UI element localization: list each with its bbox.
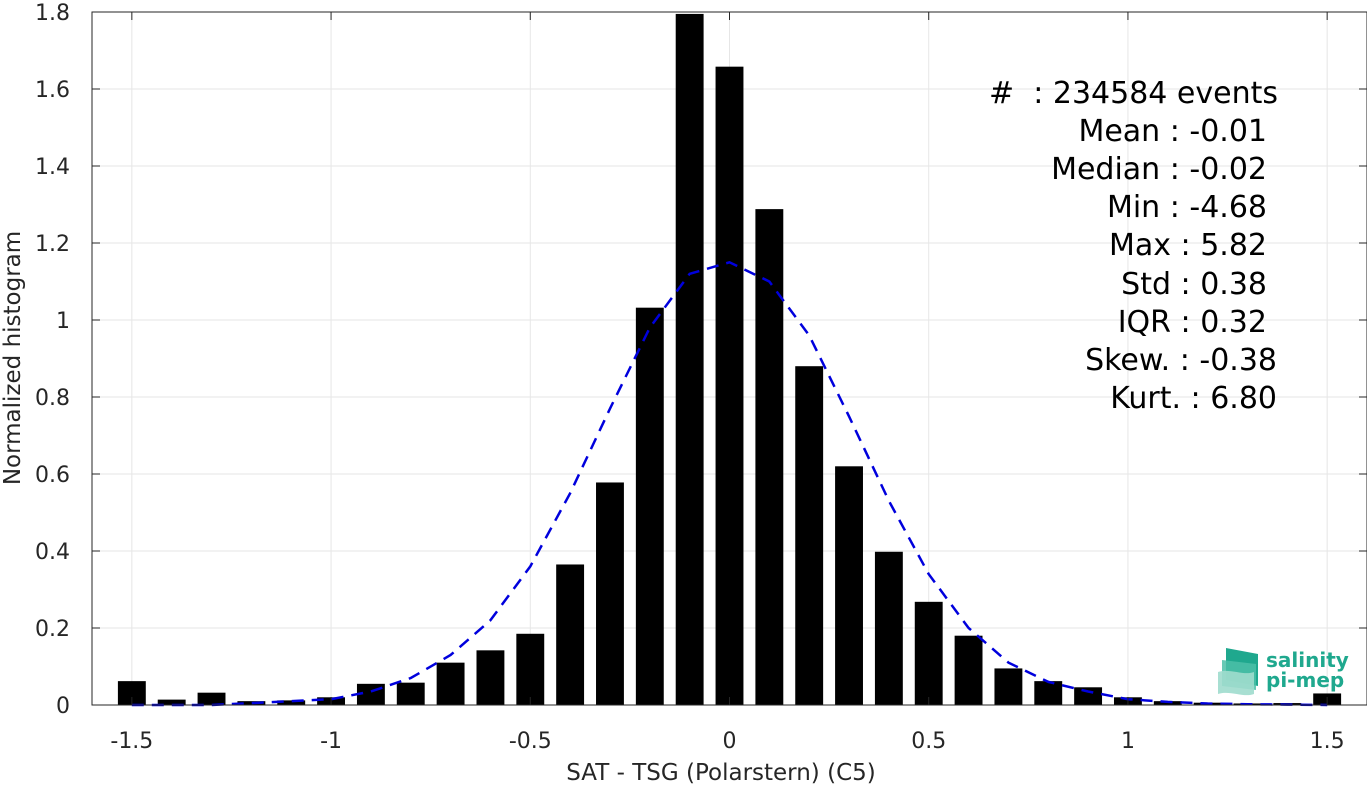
stat-kurt: Kurt. : 6.80 <box>1110 381 1277 416</box>
histogram-bar <box>596 482 624 705</box>
y-tick-label: 0.2 <box>35 617 70 642</box>
x-tick-labels: -1.5 -1 -0.5 0 0.5 1 1.5 <box>110 729 1344 754</box>
y-tick-label: 1.8 <box>35 1 70 26</box>
logo-line2: pi-mep <box>1266 668 1344 692</box>
x-tick-label: 0.5 <box>911 729 946 754</box>
x-tick-label: 1.5 <box>1310 729 1345 754</box>
histogram-bar <box>1034 681 1063 705</box>
stat-mean: Mean : -0.01 <box>1078 114 1267 149</box>
histogram-bar <box>157 699 186 705</box>
stat-events: # : 234584 events <box>989 76 1278 111</box>
histogram-bar <box>994 668 1023 705</box>
y-tick-label: 1 <box>56 309 70 334</box>
stat-std: Std : 0.38 <box>1121 267 1267 302</box>
histogram-bar <box>715 66 744 706</box>
y-tick-label: 1.6 <box>35 78 70 103</box>
x-tick-label: 1 <box>1121 729 1135 754</box>
y-tick-labels: 0 0.2 0.4 0.6 0.8 1 1.2 1.4 1.6 1.8 <box>35 1 70 719</box>
histogram-bar <box>556 564 585 705</box>
histogram-bar <box>197 692 226 705</box>
y-axis-label: Normalized histogram <box>0 231 26 485</box>
stat-skew: Skew. : -0.38 <box>1085 343 1277 378</box>
y-tick-label: 0 <box>56 694 70 719</box>
histogram-bar <box>675 13 704 706</box>
histogram-bar <box>874 551 903 705</box>
histogram-bar <box>277 700 306 705</box>
histogram-bar <box>954 635 983 705</box>
histogram-bar <box>635 307 664 705</box>
stat-min: Min : -4.68 <box>1107 190 1267 225</box>
x-tick-label: 0 <box>723 729 737 754</box>
histogram-bar <box>795 366 824 705</box>
histogram-bar <box>237 701 266 705</box>
logo-line1: salinity <box>1266 648 1349 672</box>
y-tick-label: 1.4 <box>35 155 70 180</box>
y-tick-label: 0.6 <box>35 463 70 488</box>
stat-iqr: IQR : 0.32 <box>1118 305 1267 340</box>
histogram-bar <box>436 662 465 705</box>
histogram-bar <box>516 633 545 705</box>
x-axis-label: SAT - TSG (Polarstern) (C5) <box>566 760 875 785</box>
y-tick-label: 0.4 <box>35 540 70 565</box>
x-tick-label: -0.5 <box>509 729 552 754</box>
wave-logo-icon <box>1218 648 1258 696</box>
histogram-bar <box>396 682 425 705</box>
salinity-pimep-logo: salinity pi-mep <box>1218 648 1349 696</box>
x-tick-label: -1.5 <box>110 729 153 754</box>
histogram-bar <box>117 681 146 705</box>
axis-ticks <box>92 11 1367 706</box>
y-tick-label: 1.2 <box>35 232 70 257</box>
histogram-bar <box>476 650 505 705</box>
histogram-bar <box>914 601 943 705</box>
stats-box: # : 234584 events Mean : -0.01 Median : … <box>989 76 1278 416</box>
stat-max: Max : 5.82 <box>1109 228 1267 263</box>
histogram-bars <box>117 13 1342 706</box>
histogram-bar <box>1074 687 1103 705</box>
histogram-bar <box>835 466 863 705</box>
x-tick-label: -1 <box>320 729 342 754</box>
stat-median: Median : -0.02 <box>1051 152 1267 187</box>
y-tick-label: 0.8 <box>35 386 70 411</box>
histogram-bar <box>755 209 784 705</box>
